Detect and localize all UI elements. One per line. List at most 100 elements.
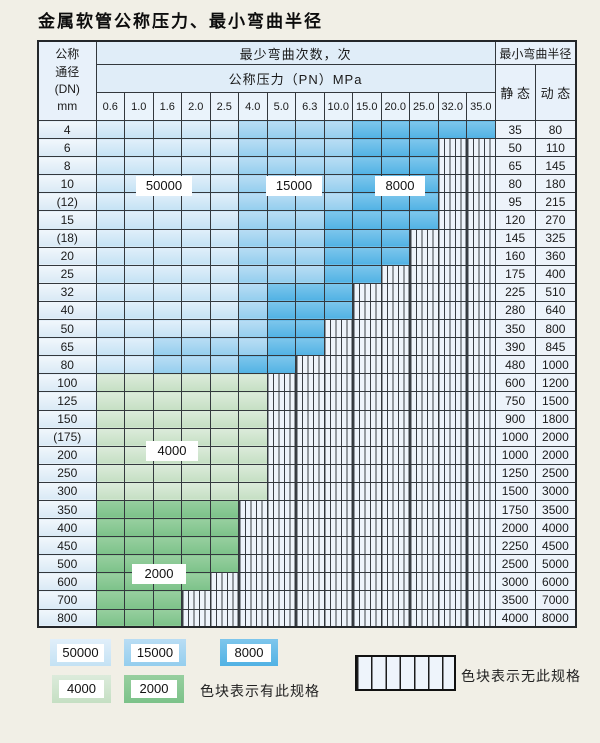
static-radius-cell: 65	[494, 156, 536, 176]
cycle-cell-no-spec	[437, 554, 467, 574]
cycle-cell-50000	[152, 228, 182, 248]
cycle-cell-8000	[352, 156, 382, 176]
pressure-header-cell: 15.0	[352, 92, 382, 121]
cycle-cell-no-spec	[380, 608, 410, 628]
cycle-cell-8000	[352, 246, 382, 266]
cycle-cell-no-spec	[380, 355, 410, 375]
cycle-cell-50000	[209, 210, 239, 230]
cycle-cell-50000	[95, 300, 125, 321]
cycle-cell-50000	[95, 282, 125, 302]
cycle-cell-8000	[409, 156, 439, 176]
cycle-cell-no-spec	[437, 391, 467, 411]
cycle-cell-50000	[181, 282, 211, 302]
dynamic-radius-cell: 400	[534, 264, 577, 284]
dn-cell: 200	[37, 445, 97, 465]
cycle-cell-no-spec	[380, 536, 410, 556]
cycle-cell-50000	[152, 282, 182, 302]
cycle-cell-15000	[181, 355, 211, 375]
cycle-cell-no-spec	[238, 608, 268, 628]
legend-no-spec-text: 色块表示无此规格	[461, 668, 581, 684]
dn-header-line: 通径	[55, 64, 80, 79]
cycle-cell-8000	[466, 119, 496, 140]
cycle-cell-50000	[124, 355, 154, 375]
static-radius-cell: 225	[494, 282, 536, 302]
cycle-cell-50000	[209, 119, 239, 140]
dn-cell: (175)	[37, 427, 97, 447]
cycle-cell-50000	[181, 264, 211, 284]
dn-cell: 100	[37, 373, 97, 393]
cycle-cell-no-spec	[437, 192, 467, 212]
static-radius-cell: 175	[494, 264, 536, 284]
cycle-cell-no-spec	[466, 355, 496, 375]
cycle-cell-no-spec	[238, 536, 268, 556]
cycle-cell-no-spec	[238, 499, 268, 520]
dn-cell: 50	[37, 319, 97, 339]
static-radius-cell: 1000	[494, 427, 536, 447]
cycle-cell-no-spec	[352, 373, 382, 393]
cycle-cell-no-spec	[437, 445, 467, 465]
dynamic-radius-cell: 800	[534, 319, 577, 339]
cycle-cell-no-spec	[466, 300, 496, 321]
pressure-header-cell: 2.5	[209, 92, 239, 121]
cycle-cell-4000	[238, 445, 268, 465]
table-row: 4 35 80	[37, 119, 577, 140]
cycle-cell-50000	[181, 246, 211, 266]
cycle-cell-50000	[124, 119, 154, 140]
cycle-cell-no-spec	[437, 246, 467, 266]
dn-cell: 32	[37, 282, 97, 302]
dynamic-radius-cell: 2000	[534, 445, 577, 465]
cycle-cell-no-spec	[466, 282, 496, 302]
cycle-cell-50000	[209, 300, 239, 321]
cycle-cell-4000	[95, 373, 125, 393]
cycle-cell-no-spec	[409, 355, 439, 375]
cycle-cell-no-spec	[352, 282, 382, 302]
cycle-cell-4000	[238, 409, 268, 429]
table-row: (12) 95 215	[37, 192, 577, 212]
cycle-cell-50000	[181, 192, 211, 212]
cycle-cell-no-spec	[380, 463, 410, 483]
bending-cycles-table: 公称 通径 (DN) mm 最少弯曲次数，次 最小弯曲半径 公称压力（PN）MP…	[37, 40, 578, 629]
cycle-cell-50000	[209, 319, 239, 339]
cycle-cell-no-spec	[466, 536, 496, 556]
cycle-cell-no-spec	[209, 572, 239, 592]
cycle-cell-50000	[95, 264, 125, 284]
region-label-8000: 8000	[375, 176, 425, 196]
cycle-cell-2000	[209, 499, 239, 520]
dn-cell: 25	[37, 264, 97, 284]
cycle-cell-no-spec	[409, 536, 439, 556]
table-row: 300 1500 3000	[37, 481, 577, 501]
dynamic-radius-cell: 845	[534, 337, 577, 357]
cycle-cell-no-spec	[352, 409, 382, 429]
cycle-cell-8000	[352, 210, 382, 230]
dn-cell: 8	[37, 156, 97, 176]
cycle-cell-no-spec	[380, 337, 410, 357]
cycle-cell-8000	[238, 355, 268, 375]
static-radius-cell: 390	[494, 337, 536, 357]
cycle-cell-no-spec	[209, 590, 239, 610]
cycle-cell-15000	[238, 319, 268, 339]
cycle-cell-no-spec	[266, 409, 296, 429]
dn-cell: 600	[37, 572, 97, 592]
static-radius-cell: 350	[494, 319, 536, 339]
cycle-cell-15000	[295, 246, 325, 266]
cycle-cell-no-spec	[380, 391, 410, 411]
static-radius-cell: 4000	[494, 608, 536, 628]
cycle-cell-no-spec	[352, 499, 382, 520]
pressure-header-cell: 10.0	[323, 92, 353, 121]
region-label-4000: 4000	[146, 441, 198, 461]
cycle-cell-15000	[295, 138, 325, 158]
cycle-cell-no-spec	[380, 499, 410, 520]
dynamic-radius-cell: 180	[534, 174, 577, 194]
cycle-cell-no-spec	[323, 445, 353, 465]
cycle-cell-no-spec	[437, 608, 467, 628]
dn-cell: 800	[37, 608, 97, 628]
cycle-cell-no-spec	[409, 481, 439, 501]
cycle-cell-no-spec	[466, 228, 496, 248]
cycle-cell-8000	[266, 300, 296, 321]
pressure-header-cell: 0.6	[95, 92, 125, 121]
header-row-1: 公称 通径 (DN) mm 最少弯曲次数，次 最小弯曲半径	[37, 40, 577, 121]
region-label-15000: 15000	[266, 176, 322, 196]
cycle-cell-4000	[95, 391, 125, 411]
cycle-cell-2000	[181, 554, 211, 574]
cycle-cell-no-spec	[323, 481, 353, 501]
